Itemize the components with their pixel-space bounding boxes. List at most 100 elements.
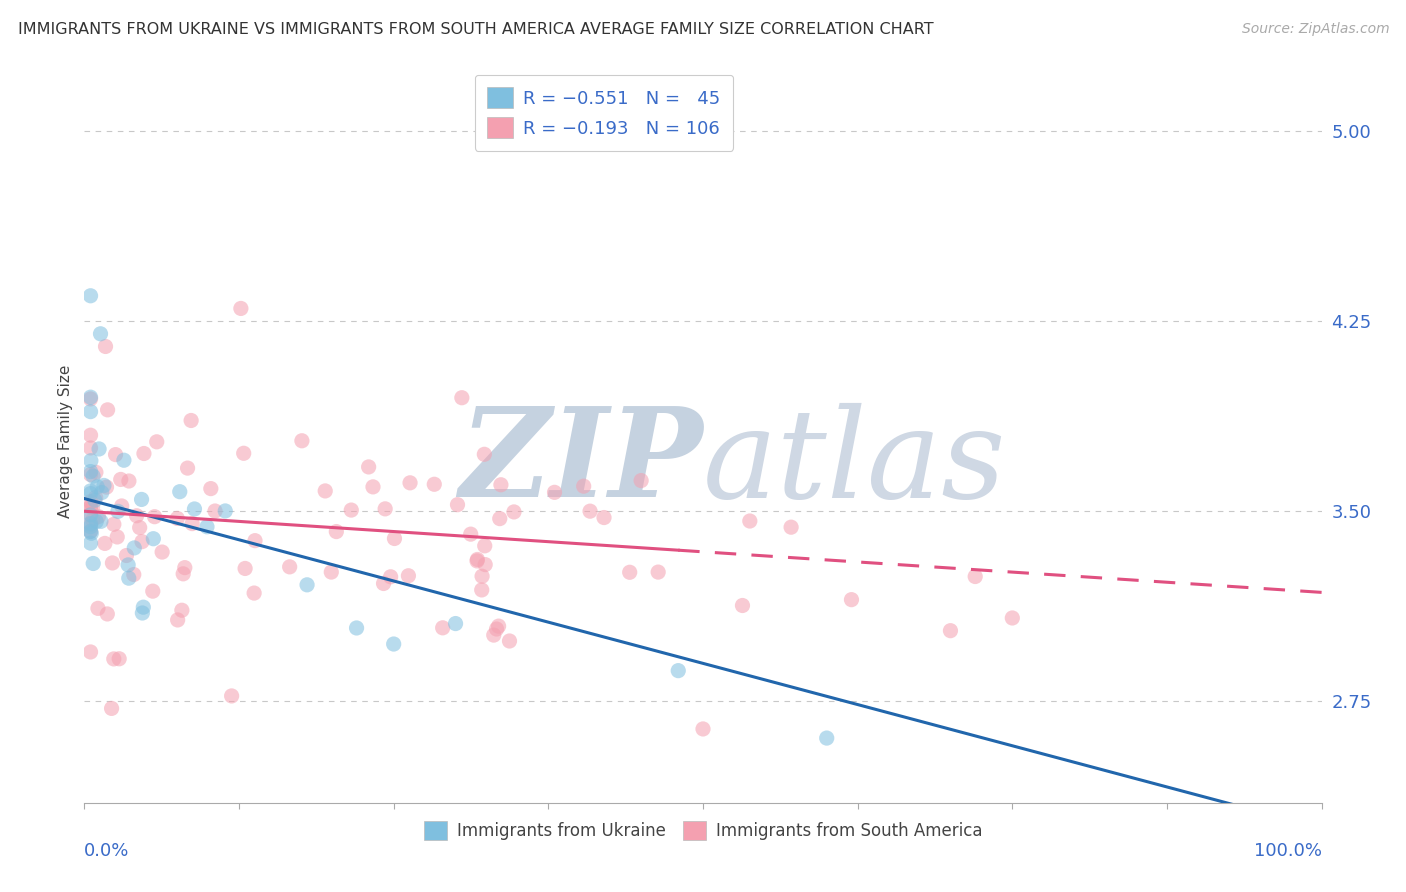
- Point: [96, 607, 118, 621]
- Point: [79, 500, 101, 514]
- Point: [278, 559, 301, 574]
- Point: [180, 413, 202, 427]
- Point: [80, 453, 103, 467]
- Point: [295, 578, 318, 592]
- Text: ZIP: ZIP: [460, 402, 703, 524]
- Point: [374, 501, 396, 516]
- Point: [90, 514, 112, 528]
- Point: [94, 339, 117, 353]
- Point: [204, 504, 226, 518]
- Point: [815, 731, 838, 745]
- Point: [488, 511, 510, 525]
- Point: [107, 504, 129, 518]
- Point: [79, 392, 101, 406]
- Point: [105, 530, 128, 544]
- Point: [482, 628, 505, 642]
- Point: [498, 634, 520, 648]
- Point: [87, 509, 110, 524]
- Point: [84, 515, 107, 529]
- Point: [340, 503, 363, 517]
- Point: [361, 480, 384, 494]
- Point: [112, 453, 135, 467]
- Point: [90, 485, 112, 500]
- Point: [465, 554, 488, 568]
- Point: [325, 524, 347, 539]
- Point: [79, 508, 101, 522]
- Point: [103, 652, 125, 666]
- Point: [399, 475, 422, 490]
- Legend: Immigrants from Ukraine, Immigrants from South America: Immigrants from Ukraine, Immigrants from…: [415, 813, 991, 848]
- Point: [373, 576, 395, 591]
- Point: [79, 404, 101, 418]
- Point: [110, 472, 132, 486]
- Y-axis label: Average Family Size: Average Family Size: [58, 365, 73, 518]
- Point: [82, 500, 104, 515]
- Text: Source: ZipAtlas.com: Source: ZipAtlas.com: [1241, 22, 1389, 37]
- Point: [79, 524, 101, 539]
- Point: [489, 477, 512, 491]
- Point: [79, 536, 101, 550]
- Point: [450, 391, 472, 405]
- Point: [150, 545, 173, 559]
- Point: [243, 586, 266, 600]
- Point: [79, 465, 101, 479]
- Point: [200, 482, 222, 496]
- Point: [666, 664, 689, 678]
- Point: [125, 508, 148, 523]
- Point: [142, 584, 165, 599]
- Point: [124, 541, 146, 555]
- Point: [115, 549, 138, 563]
- Point: [233, 561, 256, 575]
- Point: [1249, 882, 1271, 892]
- Point: [79, 524, 101, 539]
- Point: [579, 504, 602, 518]
- Point: [93, 478, 115, 492]
- Point: [79, 500, 101, 514]
- Point: [291, 434, 314, 448]
- Point: [382, 637, 405, 651]
- Point: [132, 446, 155, 460]
- Point: [118, 571, 141, 585]
- Point: [79, 390, 101, 404]
- Point: [321, 565, 343, 579]
- Point: [472, 447, 495, 461]
- Point: [474, 558, 496, 572]
- Point: [79, 467, 101, 482]
- Point: [131, 534, 153, 549]
- Point: [87, 442, 110, 456]
- Point: [131, 606, 153, 620]
- Point: [131, 492, 153, 507]
- Point: [111, 499, 134, 513]
- Point: [214, 504, 236, 518]
- Point: [83, 493, 105, 508]
- Point: [731, 599, 754, 613]
- Point: [169, 484, 191, 499]
- Point: [939, 624, 962, 638]
- Point: [79, 289, 101, 303]
- Point: [79, 486, 101, 500]
- Point: [82, 469, 104, 483]
- Point: [593, 510, 616, 524]
- Point: [97, 402, 120, 417]
- Point: [346, 621, 368, 635]
- Point: [432, 621, 454, 635]
- Point: [84, 491, 107, 505]
- Point: [446, 498, 468, 512]
- Point: [647, 565, 669, 579]
- Point: [384, 532, 406, 546]
- Point: [460, 527, 482, 541]
- Point: [84, 465, 107, 479]
- Point: [471, 569, 494, 583]
- Text: 0.0%: 0.0%: [84, 842, 129, 860]
- Point: [692, 722, 714, 736]
- Point: [841, 592, 863, 607]
- Point: [166, 511, 188, 525]
- Point: [143, 509, 166, 524]
- Point: [104, 448, 127, 462]
- Point: [103, 517, 125, 532]
- Point: [229, 301, 252, 316]
- Point: [619, 566, 641, 580]
- Point: [396, 568, 419, 582]
- Point: [965, 569, 987, 583]
- Point: [79, 494, 101, 508]
